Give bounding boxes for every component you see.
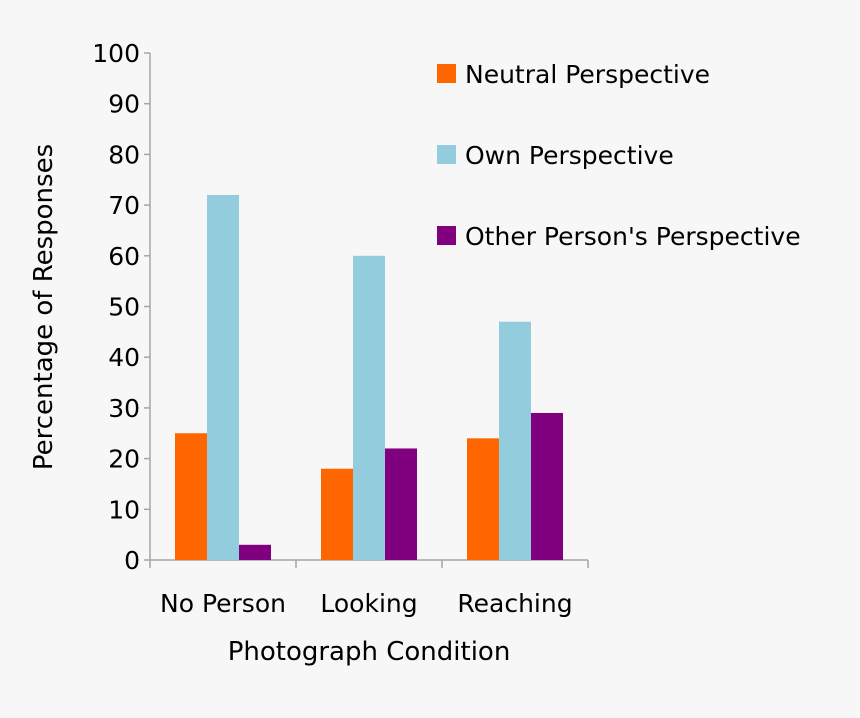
legend-swatch <box>437 226 456 245</box>
bar-no-person-2 <box>239 544 271 560</box>
y-tick-label: 0 <box>124 546 140 575</box>
bar-looking-2 <box>385 448 417 560</box>
x-tick-label: No Person <box>160 589 286 618</box>
y-tick-label: 50 <box>108 293 140 322</box>
bar-looking-0 <box>321 468 353 560</box>
legend-label: Other Person's Perspective <box>465 222 801 251</box>
axes: 0 10 20 30 40 50 60 70 80 90 100 No Person Looking Re… <box>92 39 589 618</box>
y-tick-label: 10 <box>108 495 140 524</box>
bar-reaching-1 <box>499 321 531 560</box>
y-tick-label: 80 <box>108 140 140 169</box>
y-tick-label: 40 <box>108 343 140 372</box>
y-tick-label: 20 <box>108 445 140 474</box>
legend: Neutral Perspective Own Perspective Other … <box>437 60 801 251</box>
bar-no-person-1 <box>207 194 239 560</box>
bar-reaching-2 <box>531 412 563 560</box>
y-axis-label: Percentage of Responses <box>29 144 59 470</box>
bars <box>175 194 563 561</box>
x-tick-label: Looking <box>320 589 417 618</box>
bar-reaching-0 <box>467 438 499 560</box>
y-tick-label: 70 <box>108 191 140 220</box>
legend-label: Neutral Perspective <box>465 60 710 89</box>
y-tick-label: 60 <box>108 242 140 271</box>
x-tick-label: Reaching <box>457 589 572 618</box>
legend-swatch <box>437 64 456 83</box>
legend-swatch <box>437 145 456 164</box>
legend-label: Own Perspective <box>465 141 674 170</box>
bar-no-person-0 <box>175 433 207 560</box>
x-axis-label: Photograph Condition <box>228 637 511 667</box>
bar-looking-1 <box>353 255 385 561</box>
y-tick-label: 30 <box>108 394 140 423</box>
y-tick-label: 100 <box>92 39 140 68</box>
y-tick-label: 90 <box>108 90 140 119</box>
